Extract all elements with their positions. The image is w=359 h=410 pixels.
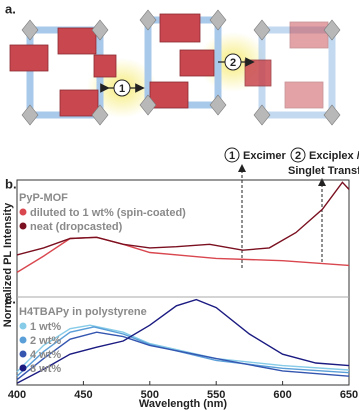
legend-label: 8 wt% [30, 363, 61, 375]
diagram-label: 2 [230, 57, 236, 69]
spectrum-line [16, 326, 350, 377]
legend-marker [19, 322, 27, 330]
subtitle: PyP-MOF [19, 192, 68, 204]
x-tick-label: 400 [8, 389, 26, 401]
panel-label: a. [5, 1, 16, 16]
legend-label: 1 wt% [30, 321, 61, 333]
legend-label: 2 wt% [30, 335, 61, 347]
spectrum-line [16, 324, 350, 373]
legend-marker [19, 208, 27, 216]
panel-label: b. [5, 176, 17, 191]
x-tick-label: 550 [207, 389, 225, 401]
x-axis-label: Wavelength (nm) [139, 398, 228, 410]
legend-marker [19, 222, 27, 230]
y-axis-label: Normalized PL Intensity [2, 202, 14, 327]
panel-label: c. [5, 291, 16, 306]
legend-marker [19, 350, 27, 358]
spectrum-line [16, 298, 350, 384]
spectrum-line [16, 181, 350, 256]
schematic: 1 2 [9, 9, 341, 126]
legend-marker [19, 364, 27, 372]
spectrum-line [16, 236, 350, 273]
annotation-number: 2 [295, 150, 301, 162]
x-tick-label: 450 [74, 389, 92, 401]
annotation: Singlet Transfer [288, 165, 359, 177]
annotation: Exciplex / [309, 150, 359, 162]
subtitle: H4TBAPy in polystyrene [19, 306, 147, 318]
annotation-number: 1 [229, 150, 235, 162]
x-tick-label: 650 [340, 389, 358, 401]
legend-label: diluted to 1 wt% (spin-coated) [30, 207, 186, 219]
plot-frame [16, 179, 350, 386]
spectrum-line [16, 331, 350, 381]
x-tick-label: 600 [273, 389, 291, 401]
diagram-label: 1 [119, 83, 125, 95]
legend-marker [19, 336, 27, 344]
x-tick-label: 500 [141, 389, 159, 401]
annotation: Excimer [243, 150, 287, 162]
legend-label: neat (dropcasted) [30, 221, 123, 233]
legend-label: 4 wt% [30, 349, 61, 361]
